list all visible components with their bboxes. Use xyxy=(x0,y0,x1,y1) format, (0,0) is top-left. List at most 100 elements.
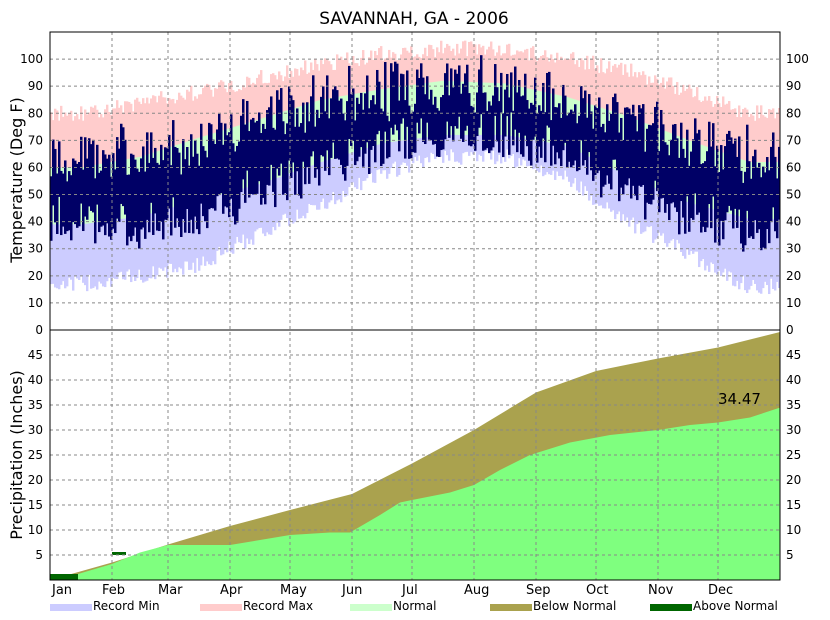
record-max-bar xyxy=(296,69,299,140)
temp-tick-left: 50 xyxy=(28,188,43,202)
record-max-bar xyxy=(538,57,541,116)
actual-range-bar xyxy=(66,181,69,232)
temp-tick-left: 90 xyxy=(28,79,43,93)
actual-range-bar xyxy=(182,139,185,220)
actual-range-bar xyxy=(258,112,261,182)
record-max-bar xyxy=(360,57,363,125)
record-max-bar xyxy=(684,90,687,175)
actual-range-bar xyxy=(60,170,63,236)
record-max-bar xyxy=(644,74,647,154)
actual-range-bar xyxy=(616,102,619,171)
actual-range-bar xyxy=(244,124,247,203)
actual-range-bar xyxy=(468,93,471,146)
record-max-bar xyxy=(408,52,411,113)
normal-range-bar xyxy=(550,93,553,143)
record-min-bar xyxy=(348,125,351,188)
record-max-bar xyxy=(758,118,761,206)
actual-range-bar xyxy=(520,96,523,155)
actual-range-bar xyxy=(294,126,297,195)
record-min-bar xyxy=(84,197,87,286)
legend-label: Normal xyxy=(393,599,436,613)
actual-range-bar xyxy=(674,124,677,208)
actual-range-bar xyxy=(192,156,195,234)
record-max-bar xyxy=(488,46,491,100)
record-max-bar xyxy=(136,97,139,188)
record-max-bar xyxy=(556,52,559,113)
actual-range-bar xyxy=(138,171,141,249)
record-max-bar xyxy=(184,99,187,181)
temp-tick-right: 10 xyxy=(786,296,801,310)
actual-range-bar xyxy=(410,113,413,159)
record-min-bar xyxy=(598,139,601,206)
actual-range-bar xyxy=(330,98,333,158)
record-max-bar xyxy=(204,85,207,176)
actual-range-bar xyxy=(438,110,441,158)
actual-range-bar xyxy=(500,72,503,113)
record-max-bar xyxy=(706,100,709,184)
month-label: Sep xyxy=(526,583,551,598)
actual-range-bar xyxy=(282,121,285,195)
actual-range-bar xyxy=(198,165,201,235)
actual-range-bar xyxy=(504,89,507,137)
record-max-bar xyxy=(586,55,589,124)
actual-range-bar xyxy=(764,172,767,249)
record-max-bar xyxy=(718,103,721,188)
record-max-bar xyxy=(552,58,555,115)
record-min-bar xyxy=(258,151,261,229)
record-min-bar xyxy=(296,139,299,210)
record-max-bar xyxy=(362,50,365,116)
record-max-bar xyxy=(714,103,717,189)
record-max-bar xyxy=(460,48,463,107)
record-min-bar xyxy=(278,149,281,227)
actual-range-bar xyxy=(322,86,325,157)
record-max-bar xyxy=(256,77,259,154)
precip-tick-right: 10 xyxy=(786,523,801,537)
record-max-bar xyxy=(554,62,557,122)
actual-range-bar xyxy=(510,72,513,113)
actual-range-bar xyxy=(706,151,709,228)
record-max-bar xyxy=(414,56,417,107)
temp-tick-left: 100 xyxy=(20,52,43,66)
record-min-bar xyxy=(118,190,121,273)
record-min-bar xyxy=(150,188,153,279)
record-max-bar xyxy=(692,97,695,176)
actual-range-bar xyxy=(750,178,753,237)
record-min-bar xyxy=(140,191,143,280)
actual-range-bar xyxy=(156,162,159,231)
actual-range-bar xyxy=(518,79,521,133)
actual-range-bar xyxy=(250,119,253,194)
record-min-bar xyxy=(698,183,701,268)
actual-range-bar xyxy=(744,171,747,246)
actual-range-bar xyxy=(442,94,445,150)
precip-tick-right: 45 xyxy=(786,348,801,362)
actual-range-bar xyxy=(226,135,229,208)
record-max-bar xyxy=(134,99,137,191)
actual-range-bar xyxy=(586,117,589,175)
record-min-bar xyxy=(250,161,253,240)
actual-range-bar xyxy=(306,102,309,168)
record-max-bar xyxy=(378,48,381,109)
actual-range-bar xyxy=(276,90,279,169)
actual-range-bar xyxy=(292,100,295,163)
actual-range-bar xyxy=(700,164,703,233)
record-max-bar xyxy=(206,83,209,173)
record-min-bar xyxy=(612,138,615,211)
record-min-bar xyxy=(738,197,741,290)
actual-range-bar xyxy=(676,138,679,212)
actual-range-bar xyxy=(610,113,613,190)
actual-range-bar xyxy=(512,110,515,146)
record-min-bar xyxy=(156,188,159,276)
record-max-bar xyxy=(492,49,495,101)
legend-swatch xyxy=(350,604,392,611)
actual-range-bar xyxy=(726,133,729,213)
actual-range-bar xyxy=(612,97,615,160)
actual-range-bar xyxy=(300,123,303,199)
actual-range-bar xyxy=(176,148,179,219)
actual-range-bar xyxy=(70,175,73,241)
record-min-bar xyxy=(748,203,751,290)
actual-range-bar xyxy=(420,63,423,119)
record-max-bar xyxy=(74,116,77,197)
actual-range-bar xyxy=(476,92,479,137)
month-label: May xyxy=(280,583,307,598)
record-min-bar xyxy=(116,189,119,280)
